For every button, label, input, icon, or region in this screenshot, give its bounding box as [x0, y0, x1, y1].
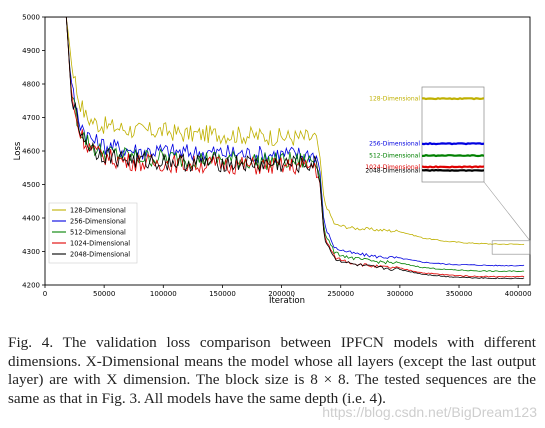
- y-tick-label: 4900: [22, 47, 40, 55]
- x-tick-label: 50000: [93, 290, 115, 298]
- x-tick-label: 150000: [209, 290, 236, 298]
- legend: 128-Dimensional 256-Dimensional 512-Dimens…: [48, 202, 138, 264]
- y-tick-label: 4700: [22, 114, 40, 122]
- x-tick-label: 0: [43, 290, 47, 298]
- y-tick-label: 4200: [22, 282, 40, 290]
- y-tick-label: 4400: [22, 215, 40, 223]
- x-tick-label: 250000: [327, 290, 354, 298]
- y-tick-label: 4500: [22, 181, 40, 189]
- inset-series-line: [422, 168, 484, 172]
- y-axis-label: Loss: [13, 141, 23, 160]
- legend-label: 2048-Dimensional: [70, 251, 130, 259]
- inset-series-line: [422, 154, 484, 158]
- inset-series-label: 256-Dimensional: [369, 141, 420, 148]
- series-layer: [45, 17, 525, 280]
- inset-series-line: [422, 165, 484, 169]
- figure-caption: Fig. 4. The validation loss comparison b…: [8, 334, 536, 407]
- y-tick-label: 4300: [22, 248, 40, 256]
- series-line: [45, 17, 525, 278]
- legend-label: 512-Dimensional: [70, 229, 126, 237]
- x-tick-label: 200000: [268, 290, 295, 298]
- loss-chart: 4200 4300 4400 4500 4600 4700 4800 4900 5000 0 50…: [13, 14, 532, 307]
- series-line: [45, 17, 525, 246]
- y-tick-label: 4600: [22, 148, 40, 156]
- y-axis-ticks: 4200 4300 4400 4500 4600 4700 4800 4900 5000: [22, 14, 45, 290]
- x-tick-label: 100000: [150, 290, 177, 298]
- legend-box: [48, 202, 138, 264]
- inset-series-label: 512-Dimensional: [369, 153, 420, 160]
- x-axis-ticks: 0 50000 100000 150000 200000 250000 300000 3500…: [43, 285, 532, 298]
- legend-label: 128-Dimensional: [70, 207, 126, 215]
- watermark: https://blog.csdn.net/BigDream123: [322, 404, 537, 420]
- y-tick-label: 5000: [22, 14, 40, 22]
- inset-series-label: 2048-Dimensional: [365, 167, 420, 174]
- x-tick-label: 300000: [387, 290, 414, 298]
- inset-series-label: 1024-Dimensional: [365, 164, 420, 171]
- inset-series-line: [422, 142, 484, 146]
- x-axis-label: Iteration: [269, 296, 305, 305]
- zoom-connector: [483, 181, 531, 241]
- x-tick-label: 350000: [446, 290, 473, 298]
- series-line: [45, 17, 525, 267]
- inset-zoom: 128-Dimensional 256-Dimensional 512-Dimens…: [365, 86, 531, 255]
- x-tick-label: 400000: [505, 290, 532, 298]
- inset-series-label: 128-Dimensional: [369, 96, 420, 103]
- y-tick-label: 4800: [22, 81, 40, 89]
- plot-frame: [44, 16, 531, 286]
- inset-lines: [422, 97, 484, 172]
- legend-label: 1024-Dimensional: [70, 240, 130, 248]
- series-line: [45, 17, 525, 280]
- zoom-region-box: [491, 240, 531, 255]
- chart-svg: 4200 4300 4400 4500 4600 4700 4800 4900 5000 0 50…: [13, 14, 532, 307]
- legend-label: 256-Dimensional: [70, 218, 126, 226]
- inset-series-line: [422, 97, 484, 101]
